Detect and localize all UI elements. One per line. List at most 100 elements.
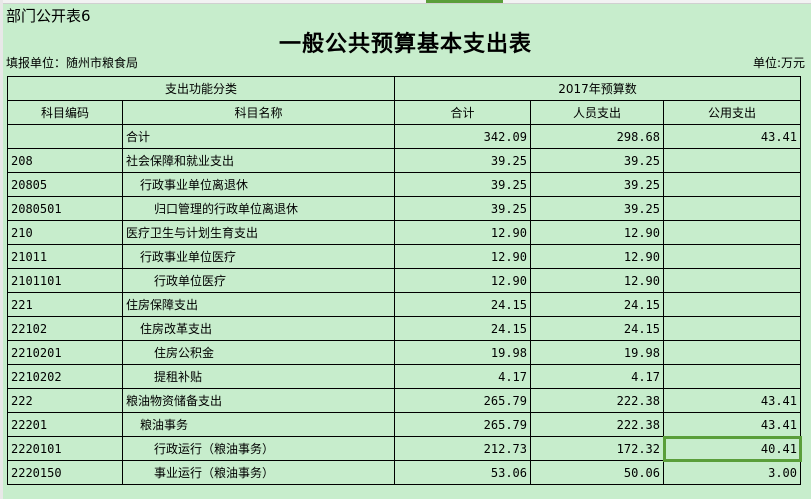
table-row: 2210202 提租补贴 4.17 4.17 bbox=[7, 364, 801, 389]
cell-total[interactable]: 265.79 bbox=[394, 412, 531, 437]
cell-personnel[interactable]: 24.15 bbox=[530, 316, 664, 341]
header-personnel[interactable]: 人员支出 bbox=[530, 100, 664, 125]
cell-total[interactable]: 212.73 bbox=[394, 436, 531, 461]
cell-name[interactable]: 住房保障支出 bbox=[122, 292, 395, 317]
cell-total[interactable]: 12.90 bbox=[394, 268, 531, 293]
cell-name[interactable]: 归口管理的行政单位离退休 bbox=[122, 196, 395, 221]
cell-code[interactable]: 208 bbox=[7, 148, 123, 173]
cell-name[interactable]: 医疗卫生与计划生育支出 bbox=[122, 220, 395, 245]
cell-personnel[interactable]: 39.25 bbox=[530, 148, 664, 173]
cell-public[interactable] bbox=[663, 148, 801, 173]
header-function-class[interactable]: 支出功能分类 bbox=[7, 76, 395, 101]
cell-code[interactable]: 2210201 bbox=[7, 340, 123, 365]
column-header-strip bbox=[0, 0, 811, 4]
cell-personnel[interactable]: 222.38 bbox=[530, 388, 664, 413]
cell-code[interactable]: 2101101 bbox=[7, 268, 123, 293]
cell-code[interactable]: 22201 bbox=[7, 412, 123, 437]
cell-name[interactable]: 合计 bbox=[122, 124, 395, 149]
cell-public[interactable]: 43.41 bbox=[663, 124, 801, 149]
cell-code[interactable]: 2080501 bbox=[7, 196, 123, 221]
cell-personnel[interactable]: 19.98 bbox=[530, 340, 664, 365]
cell-personnel[interactable]: 4.17 bbox=[530, 364, 664, 389]
selected-column-indicator bbox=[426, 0, 503, 3]
cell-code[interactable]: 21011 bbox=[7, 244, 123, 269]
header-public[interactable]: 公用支出 bbox=[663, 100, 801, 125]
page-title[interactable]: 一般公共预算基本支出表 bbox=[278, 31, 532, 57]
cell-personnel[interactable]: 12.90 bbox=[530, 244, 664, 269]
cell-total[interactable]: 12.90 bbox=[394, 220, 531, 245]
table-row: 22102 住房改革支出 24.15 24.15 bbox=[7, 316, 801, 341]
cell-public[interactable]: 40.41 bbox=[662, 435, 802, 462]
cell-total[interactable]: 39.25 bbox=[394, 172, 531, 197]
cell-name[interactable]: 粮油事务 bbox=[122, 412, 395, 437]
table-row: 2101101 行政单位医疗 12.90 12.90 bbox=[7, 268, 801, 293]
cell-public[interactable] bbox=[663, 220, 801, 245]
cell-public[interactable] bbox=[663, 172, 801, 197]
cell-code[interactable]: 2210202 bbox=[7, 364, 123, 389]
sheet-label[interactable]: 部门公开表6 bbox=[6, 7, 91, 25]
cell-public[interactable] bbox=[663, 268, 801, 293]
table-row: 2210201 住房公积金 19.98 19.98 bbox=[7, 340, 801, 365]
cell-public[interactable] bbox=[663, 244, 801, 269]
cell-code[interactable]: 222 bbox=[7, 388, 123, 413]
cell-public[interactable] bbox=[663, 364, 801, 389]
header-name[interactable]: 科目名称 bbox=[122, 100, 395, 125]
cell-public[interactable] bbox=[663, 340, 801, 365]
cell-personnel[interactable]: 39.25 bbox=[530, 172, 664, 197]
row-header-strip bbox=[0, 0, 3, 499]
cell-code[interactable]: 210 bbox=[7, 220, 123, 245]
cell-public[interactable] bbox=[663, 196, 801, 221]
cell-total[interactable]: 53.06 bbox=[394, 460, 531, 485]
cell-personnel[interactable]: 222.38 bbox=[530, 412, 664, 437]
cell-total[interactable]: 24.15 bbox=[394, 292, 531, 317]
reporting-unit[interactable]: 填报单位：随州市粮食局 bbox=[6, 56, 139, 70]
cell-code[interactable]: 22102 bbox=[7, 316, 123, 341]
currency-unit[interactable]: 单位:万元 bbox=[752, 56, 805, 70]
cell-personnel[interactable]: 298.68 bbox=[530, 124, 664, 149]
cell-code[interactable]: 2220150 bbox=[7, 460, 123, 485]
cell-name[interactable]: 行政运行（粮油事务） bbox=[122, 436, 395, 461]
cell-code[interactable] bbox=[7, 124, 123, 149]
table-row: 2080501 归口管理的行政单位离退休 39.25 39.25 bbox=[7, 196, 801, 221]
cell-name[interactable]: 粮油物资储备支出 bbox=[122, 388, 395, 413]
table-row: 221 住房保障支出 24.15 24.15 bbox=[7, 292, 801, 317]
header-budget-year[interactable]: 2017年预算数 bbox=[394, 76, 801, 101]
cell-personnel[interactable]: 39.25 bbox=[530, 196, 664, 221]
cell-name[interactable]: 提租补贴 bbox=[122, 364, 395, 389]
cell-name[interactable]: 事业运行（粮油事务） bbox=[122, 460, 395, 485]
cell-name[interactable]: 住房改革支出 bbox=[122, 316, 395, 341]
cell-total[interactable]: 265.79 bbox=[394, 388, 531, 413]
cell-personnel[interactable]: 12.90 bbox=[530, 268, 664, 293]
cell-name[interactable]: 住房公积金 bbox=[122, 340, 395, 365]
table-row: 22201 粮油事务 265.79 222.38 43.41 bbox=[7, 412, 801, 437]
cell-total[interactable]: 24.15 bbox=[394, 316, 531, 341]
cell-personnel[interactable]: 172.32 bbox=[530, 436, 664, 461]
cell-name[interactable]: 社会保障和就业支出 bbox=[122, 148, 395, 173]
header-code[interactable]: 科目编码 bbox=[7, 100, 123, 125]
cell-total[interactable]: 39.25 bbox=[394, 148, 531, 173]
cell-code[interactable]: 20805 bbox=[7, 172, 123, 197]
cell-name[interactable]: 行政事业单位医疗 bbox=[122, 244, 395, 269]
cell-total[interactable]: 12.90 bbox=[394, 244, 531, 269]
cell-public[interactable] bbox=[663, 292, 801, 317]
cell-personnel[interactable]: 50.06 bbox=[530, 460, 664, 485]
table-row: 20805 行政事业单位离退休 39.25 39.25 bbox=[7, 172, 801, 197]
cell-public[interactable]: 3.00 bbox=[663, 460, 801, 485]
cell-name[interactable]: 行政事业单位离退休 bbox=[122, 172, 395, 197]
cell-public[interactable]: 43.41 bbox=[663, 412, 801, 437]
cell-personnel[interactable]: 24.15 bbox=[530, 292, 664, 317]
budget-table: 支出功能分类 2017年预算数 科目编码 科目名称 合计 人员支出 公用支出 合… bbox=[7, 76, 802, 485]
cell-public[interactable] bbox=[663, 316, 801, 341]
cell-public[interactable]: 43.41 bbox=[663, 388, 801, 413]
cell-code[interactable]: 221 bbox=[7, 292, 123, 317]
cell-total[interactable]: 39.25 bbox=[394, 196, 531, 221]
cell-total[interactable]: 19.98 bbox=[394, 340, 531, 365]
cell-total[interactable]: 342.09 bbox=[394, 124, 531, 149]
header-total[interactable]: 合计 bbox=[394, 100, 531, 125]
cell-code[interactable]: 2220101 bbox=[7, 436, 123, 461]
cell-total[interactable]: 4.17 bbox=[394, 364, 531, 389]
cell-name[interactable]: 行政单位医疗 bbox=[122, 268, 395, 293]
table-row: 合计 342.09 298.68 43.41 bbox=[7, 124, 801, 149]
header-row-group: 支出功能分类 2017年预算数 bbox=[7, 76, 801, 101]
cell-personnel[interactable]: 12.90 bbox=[530, 220, 664, 245]
